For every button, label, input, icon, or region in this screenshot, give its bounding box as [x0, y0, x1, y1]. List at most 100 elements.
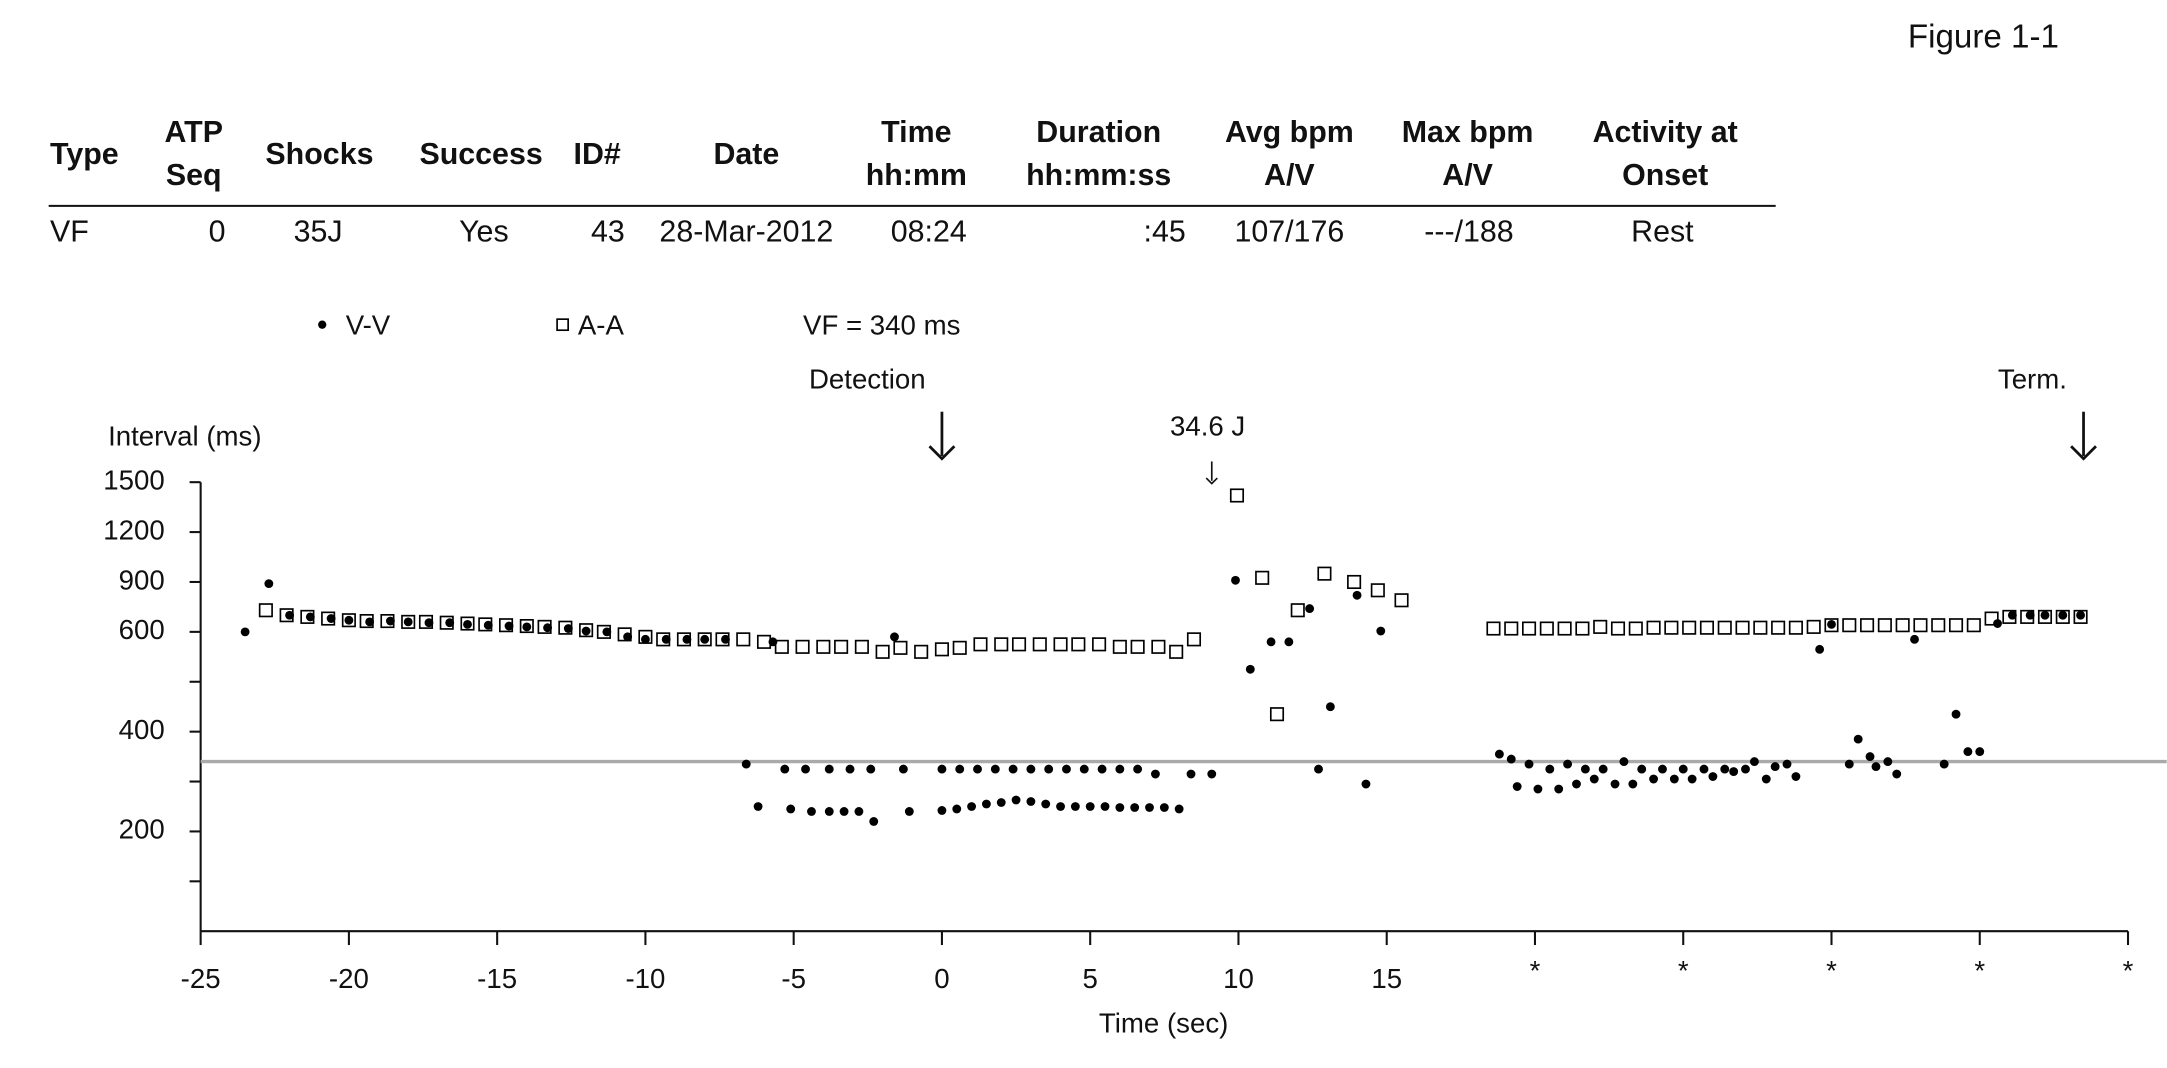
point [403, 617, 413, 627]
point [1079, 764, 1089, 774]
point [1325, 702, 1335, 712]
point [1130, 803, 1140, 812]
table-cell: :45 [1144, 215, 1186, 249]
point [661, 634, 671, 644]
table-cell: ---/188 [1424, 215, 1513, 249]
point [2020, 609, 2035, 624]
point [258, 603, 273, 618]
x-tick-label: 0 [934, 963, 949, 994]
point [2007, 610, 2017, 620]
point [1056, 802, 1065, 811]
point [1699, 764, 1709, 774]
point [359, 614, 374, 629]
point [1883, 757, 1893, 767]
point [1506, 754, 1516, 764]
point [240, 627, 250, 637]
arrow-head [2070, 445, 2097, 461]
point [418, 614, 434, 629]
point [756, 634, 772, 649]
table-cell: 08:24 [891, 215, 967, 249]
point [579, 623, 594, 638]
point [1317, 566, 1332, 581]
table-cell: 0 [209, 215, 226, 249]
point [563, 624, 573, 633]
point [1770, 762, 1780, 771]
point [736, 632, 751, 647]
point [914, 644, 929, 659]
y-tick-label: 600 [119, 614, 165, 645]
table-header: Seq [166, 158, 222, 192]
point [1133, 764, 1143, 774]
point [439, 615, 454, 630]
table-cell: 35J [294, 215, 343, 249]
point [1637, 764, 1647, 774]
point [1085, 802, 1095, 811]
legend-marker [318, 320, 327, 329]
point [1951, 709, 1961, 719]
point [952, 640, 967, 655]
point [1895, 618, 1910, 633]
point [1735, 620, 1750, 635]
point [1572, 779, 1581, 789]
point [1159, 803, 1169, 812]
point [1892, 769, 1902, 779]
x-tick-label: 10 [1223, 963, 1254, 994]
point [1186, 769, 1196, 779]
point [994, 637, 1009, 652]
legend-label: VF = 340 ms [803, 310, 960, 341]
point [1913, 618, 1928, 633]
table-cell: 43 [591, 215, 625, 249]
point [996, 798, 1006, 807]
point [1545, 764, 1555, 774]
point [893, 640, 908, 655]
point [1664, 620, 1679, 635]
point [1860, 618, 1875, 633]
point [264, 579, 274, 589]
point [1053, 637, 1068, 652]
point [602, 627, 612, 637]
point [1589, 774, 1599, 784]
point [741, 759, 751, 769]
point [1521, 621, 1537, 636]
y-axis-title: Interval (ms) [108, 420, 262, 451]
y-tick-label: 400 [119, 714, 165, 745]
point [499, 618, 514, 633]
point [1593, 619, 1608, 634]
point [780, 764, 790, 774]
table-header: hh:mm [866, 158, 967, 192]
figure-label: Figure 1-1 [1908, 18, 2059, 55]
point [460, 616, 475, 631]
point [1806, 619, 1821, 634]
x-tick-label: * [2123, 955, 2134, 986]
point [596, 624, 611, 639]
point [483, 620, 493, 630]
point [1844, 759, 1854, 769]
point [967, 802, 977, 811]
point [1290, 603, 1305, 618]
point [1610, 779, 1620, 789]
point [1708, 772, 1718, 781]
point [973, 637, 988, 652]
point [715, 632, 730, 647]
point [1669, 774, 1679, 784]
table-header: Duration [1036, 115, 1161, 149]
point [1370, 583, 1385, 598]
point [854, 807, 864, 816]
point [1931, 618, 1946, 633]
point [305, 612, 315, 622]
point [1112, 639, 1127, 654]
point [2040, 610, 2050, 620]
point [952, 804, 962, 814]
point [1877, 618, 1892, 633]
point [1966, 618, 1981, 633]
point [1062, 764, 1071, 774]
point [890, 632, 899, 642]
point [1628, 621, 1643, 636]
point [1649, 774, 1659, 784]
point [1939, 759, 1949, 769]
point [1044, 764, 1054, 774]
x-axis-title: Time (sec) [1099, 1007, 1228, 1038]
point [385, 616, 395, 626]
point [1975, 747, 1985, 757]
point [682, 634, 692, 644]
